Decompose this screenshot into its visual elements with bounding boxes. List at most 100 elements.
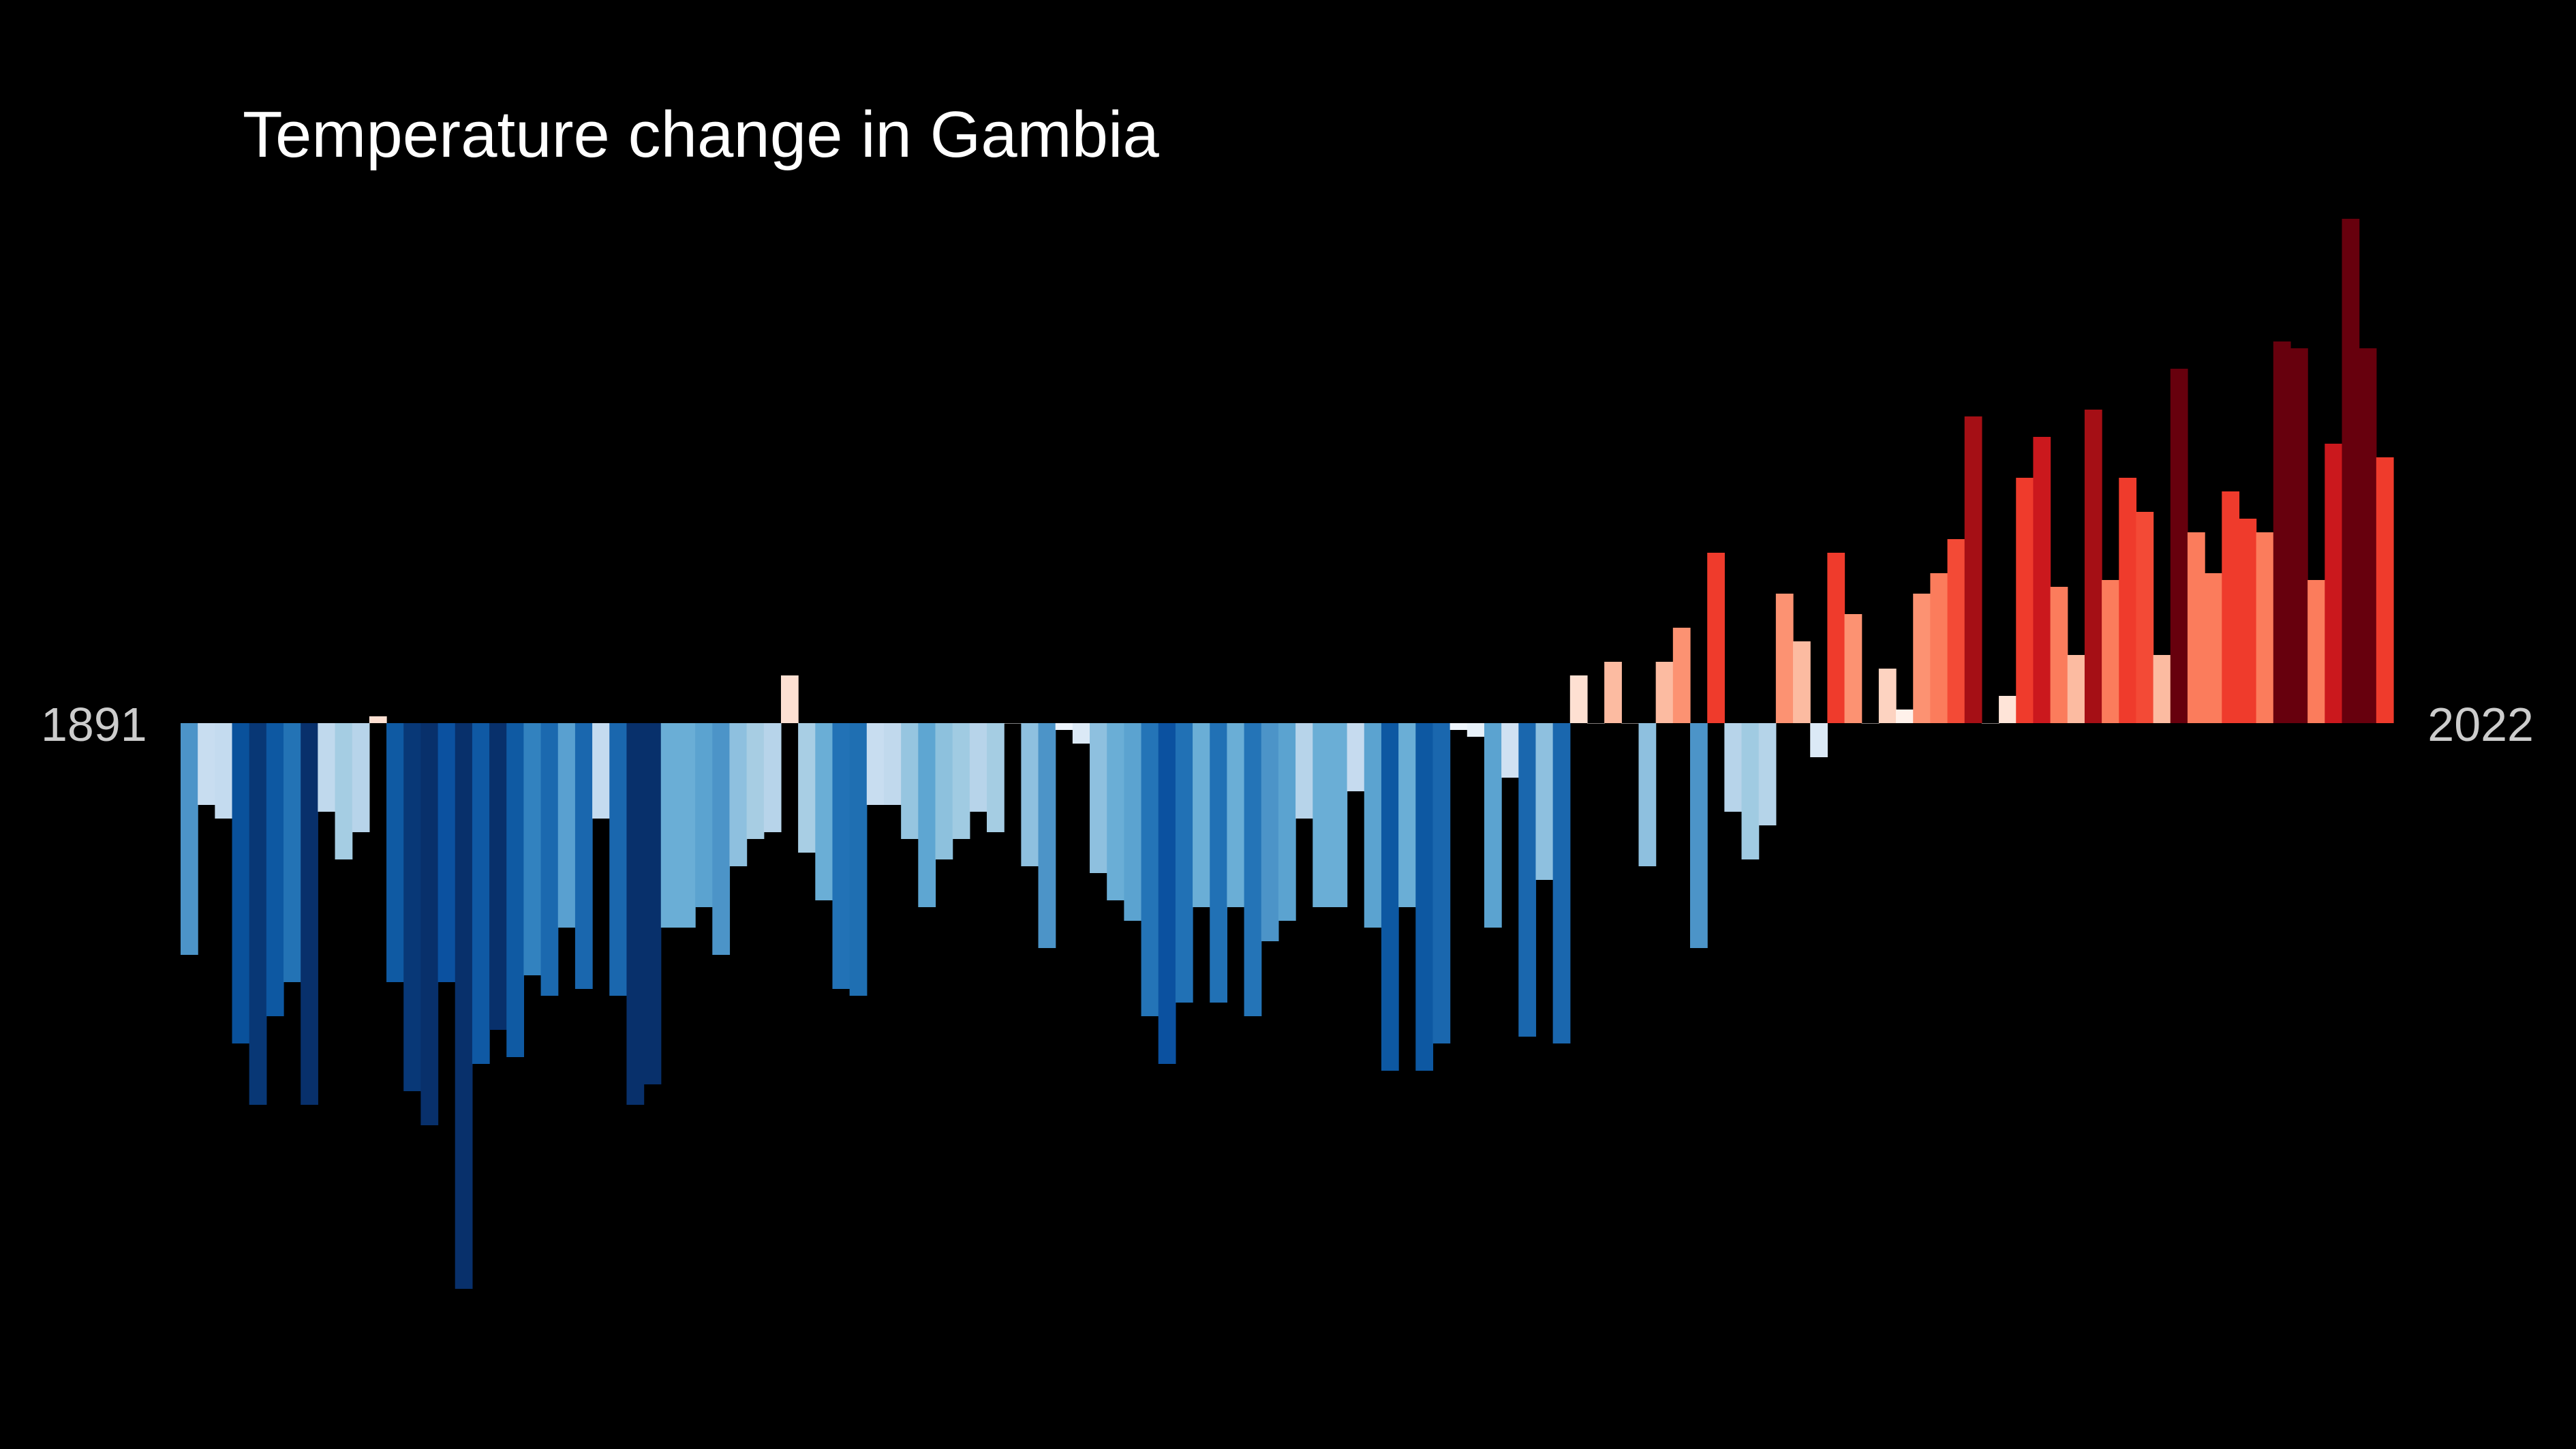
year-bar xyxy=(1724,723,1743,812)
year-bar xyxy=(1741,723,1760,859)
year-bar xyxy=(1398,723,1416,907)
year-bar xyxy=(1793,641,1811,723)
year-bar xyxy=(318,723,336,812)
year-bar xyxy=(2153,655,2171,723)
year-bar xyxy=(695,723,713,907)
year-bar xyxy=(420,723,439,1125)
year-bar xyxy=(746,723,765,839)
year-bar xyxy=(1313,723,1331,907)
year-bar xyxy=(935,723,953,859)
year-bar xyxy=(677,723,696,928)
year-bar xyxy=(1535,723,1554,880)
year-bar xyxy=(849,723,868,996)
year-bar xyxy=(283,723,301,982)
year-bar xyxy=(352,723,370,832)
year-bar xyxy=(1055,723,1073,730)
year-bar xyxy=(1999,696,2017,723)
year-bar xyxy=(643,723,662,1084)
year-bar xyxy=(1072,723,1090,744)
year-bar xyxy=(1518,723,1537,1037)
year-bar xyxy=(2290,348,2308,723)
year-bar xyxy=(2050,587,2068,723)
year-bar xyxy=(2187,532,2205,723)
year-bar xyxy=(1707,553,1725,723)
year-bar xyxy=(969,723,987,812)
year-bar xyxy=(660,723,679,928)
year-bar xyxy=(815,723,833,900)
year-bar xyxy=(215,723,233,819)
year-bar xyxy=(1638,723,1657,866)
year-bar xyxy=(712,723,731,955)
year-bar xyxy=(2273,341,2291,723)
year-bar xyxy=(386,723,404,982)
year-bar xyxy=(2376,457,2394,723)
year-bar xyxy=(1261,723,1279,941)
year-bar xyxy=(1330,723,1348,907)
year-bar xyxy=(1930,573,1948,723)
year-bar xyxy=(1655,662,1674,723)
year-bar xyxy=(1586,723,1605,724)
year-bar xyxy=(1672,628,1691,723)
year-bar xyxy=(1827,553,1845,723)
year-bar xyxy=(1690,723,1708,948)
year-bar xyxy=(1038,723,1056,948)
year-bar xyxy=(2136,512,2154,723)
year-bar xyxy=(335,723,353,859)
year-bar xyxy=(1193,723,1210,907)
year-bar xyxy=(2239,519,2257,723)
year-bar xyxy=(369,716,387,723)
year-bar xyxy=(1141,723,1159,1016)
year-bar xyxy=(506,723,525,1057)
year-bar xyxy=(181,723,198,955)
year-bar xyxy=(1004,723,1022,724)
year-bar xyxy=(592,723,610,819)
year-bar xyxy=(1210,723,1227,1003)
year-bar xyxy=(2205,573,2222,723)
year-bar xyxy=(1364,723,1382,928)
year-bar xyxy=(1124,723,1142,921)
year-bar xyxy=(455,723,473,1289)
year-bar xyxy=(1775,594,1794,723)
year-bar xyxy=(1415,723,1434,1071)
chart-title: Temperature change in Gambia xyxy=(243,98,1159,171)
year-bar xyxy=(2102,580,2119,723)
year-bar xyxy=(1844,614,1862,723)
year-bar xyxy=(489,723,507,1030)
year-bar xyxy=(1278,723,1296,921)
year-bar xyxy=(780,675,799,723)
year-bar xyxy=(1878,669,1897,723)
year-bar xyxy=(1981,723,1999,724)
year-bar xyxy=(2084,410,2102,723)
year-bar xyxy=(2359,348,2377,723)
year-bar xyxy=(1175,723,1193,1003)
year-bar xyxy=(232,723,250,1043)
year-bar xyxy=(832,723,850,989)
year-bar xyxy=(866,723,885,805)
end-year-label: 2022 xyxy=(2427,698,2534,751)
year-bar xyxy=(266,723,284,1016)
year-bar xyxy=(626,723,645,1105)
year-bar xyxy=(301,723,318,1105)
year-bar xyxy=(2170,369,2188,723)
year-bar xyxy=(1244,723,1262,1016)
year-bar xyxy=(798,723,816,853)
year-bar xyxy=(1810,723,1828,757)
year-bar xyxy=(1158,723,1176,1064)
year-bar xyxy=(1621,723,1640,724)
year-bar xyxy=(1107,723,1124,900)
start-year-label: 1891 xyxy=(41,698,147,751)
year-bar xyxy=(540,723,559,996)
year-bar xyxy=(557,723,576,928)
year-bar xyxy=(2067,655,2085,723)
year-bar xyxy=(609,723,628,996)
year-bar xyxy=(2033,437,2051,723)
year-bar xyxy=(472,723,490,1064)
year-bar xyxy=(1347,723,1365,791)
year-bar xyxy=(1964,416,1982,723)
year-bar xyxy=(403,723,421,1091)
year-bar xyxy=(901,723,919,839)
year-bar xyxy=(1227,723,1245,907)
year-bar xyxy=(523,723,542,975)
year-bar xyxy=(1501,723,1519,778)
year-bar xyxy=(729,723,748,866)
